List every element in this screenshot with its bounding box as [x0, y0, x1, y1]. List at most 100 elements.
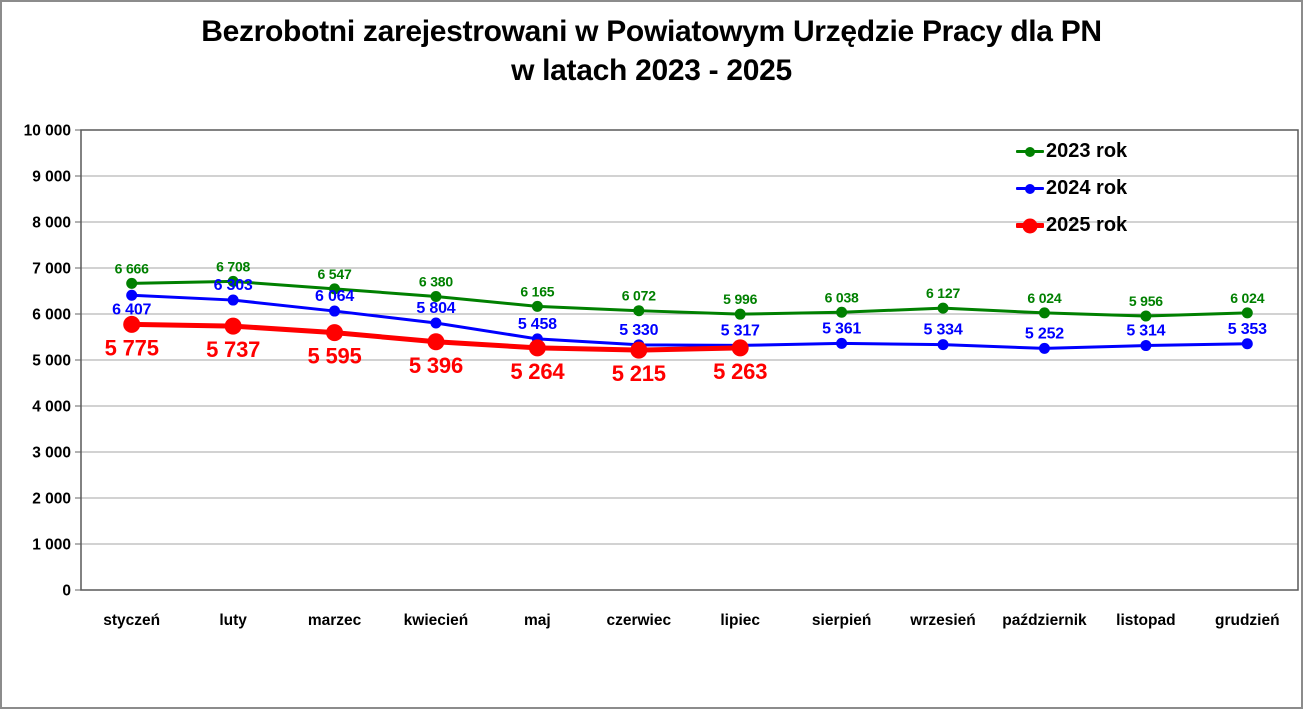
data-label: 6 127: [926, 285, 960, 301]
x-category-label: lipiec: [720, 612, 760, 629]
legend-label: 2024 rok: [1046, 177, 1128, 199]
x-category-label: czerwiec: [606, 612, 671, 629]
data-label: 5 804: [416, 300, 455, 317]
legend: 2023 rok 2024 rok 2025 rok: [1016, 140, 1127, 237]
series-data-labels: 6 666 6 708 6 547 6 380 6 165 6 072 5 996 6 038…: [115, 258, 1265, 309]
data-point: [1038, 342, 1050, 354]
legend-dot-icon: [1025, 146, 1035, 157]
series-2025-rok: [123, 315, 749, 359]
data-point: [1140, 340, 1152, 352]
data-point: [123, 315, 141, 333]
data-point: [427, 333, 445, 351]
data-label: 5 263: [713, 359, 767, 384]
y-tick-label: 2 000: [32, 491, 71, 508]
data-label: 5 737: [206, 337, 260, 362]
data-label: 5 215: [612, 361, 666, 386]
legend-item-2023-rok: 2023 rok: [1016, 140, 1127, 163]
x-axis-labels: styczeń luty marzec kwiecień maj czerwiec lipi…: [103, 612, 1279, 629]
data-point: [531, 300, 543, 312]
data-point: [836, 306, 848, 318]
x-category-label: luty: [219, 612, 247, 629]
legend-line-marker-icon: [1016, 146, 1044, 157]
data-label: 6 024: [1230, 290, 1264, 306]
data-label: 6 038: [825, 289, 859, 305]
y-tick-label: 9 000: [32, 169, 71, 186]
series-data-labels: 5 775 5 737 5 595 5 396 5 264 5 215 5 263: [105, 335, 768, 386]
data-label: 5 396: [409, 353, 463, 378]
data-point: [1241, 338, 1253, 350]
data-point: [633, 305, 645, 317]
y-tick-label: 5 000: [32, 353, 71, 370]
chart-title-line2: w latach 2023 - 2025: [511, 54, 792, 87]
data-point: [430, 291, 442, 303]
data-point: [329, 305, 341, 317]
data-label: 5 458: [518, 316, 557, 333]
series-line: [131, 293, 1248, 350]
y-tick-label: 8 000: [32, 215, 71, 232]
x-category-label: kwiecień: [404, 612, 469, 629]
series-line: [131, 279, 1248, 318]
series-data-labels: 6 407 6 303 6 064 5 804 5 458 5 330 5 317 5 361…: [112, 277, 1267, 342]
data-label: 6 072: [622, 288, 656, 304]
data-label: 5 996: [723, 291, 757, 307]
data-label: 5 956: [1129, 293, 1163, 309]
data-label: 5 361: [822, 320, 861, 337]
chart-title-line1: Bezrobotni zarejestrowani w Powiatowym U…: [201, 15, 1102, 48]
data-point: [1140, 310, 1152, 322]
data-label: 5 330: [619, 322, 658, 339]
data-label: 5 317: [721, 322, 760, 339]
data-label: 5 353: [1228, 321, 1267, 338]
y-tick-label: 0: [62, 583, 71, 600]
data-label: 5 595: [308, 344, 362, 369]
x-category-label: maj: [524, 612, 551, 629]
y-tick-label: 10 000: [24, 123, 71, 140]
legend-item-2025-rok: 2025 rok: [1016, 214, 1127, 237]
data-label: 6 666: [115, 260, 149, 276]
plot-border: [80, 129, 1299, 591]
data-point: [528, 339, 546, 357]
data-label: 6 165: [520, 283, 554, 299]
data-label: 6 380: [419, 274, 453, 290]
data-point: [329, 283, 341, 295]
y-tick-label: 4 000: [32, 399, 71, 416]
data-label: 6 407: [112, 301, 151, 318]
x-category-label: listopad: [1116, 612, 1175, 629]
data-point: [734, 308, 746, 320]
data-label: 6 064: [315, 288, 354, 305]
legend-line-marker-icon: [1016, 183, 1044, 194]
chart-title: Bezrobotni zarejestrowani w Powiatowym U…: [2, 12, 1301, 90]
y-tick-label: 6 000: [32, 307, 71, 324]
data-label: 5 334: [924, 322, 963, 339]
data-point: [1241, 307, 1253, 319]
y-tick-label: 7 000: [32, 261, 71, 278]
gridlines: 0 1 000 2 000 3 000 4 000 5 000 6 000 7 000 8 00…: [24, 123, 1298, 600]
data-point: [227, 275, 239, 287]
data-label: 5 775: [105, 335, 159, 360]
data-point: [731, 339, 749, 357]
y-tick-label: 3 000: [32, 445, 71, 462]
series-2024-rok: [126, 289, 1253, 354]
data-label: 5 314: [1126, 323, 1165, 340]
legend-dot-icon: [1022, 218, 1038, 233]
data-point: [937, 302, 949, 314]
x-category-label: sierpień: [812, 612, 871, 629]
data-point: [326, 324, 344, 342]
data-point: [227, 294, 239, 306]
legend-label: 2025 rok: [1046, 214, 1128, 236]
data-point: [937, 339, 949, 351]
data-label: 6 547: [318, 266, 352, 282]
data-point: [430, 317, 442, 329]
data-point: [126, 277, 138, 289]
data-point: [224, 317, 242, 335]
x-category-label: wrzesień: [909, 612, 975, 629]
data-point: [1038, 307, 1050, 319]
legend-label: 2023 rok: [1046, 140, 1128, 162]
data-point: [836, 337, 848, 349]
x-category-label: marzec: [308, 612, 362, 629]
legend-item-2024-rok: 2024 rok: [1016, 177, 1127, 200]
x-category-label: październik: [1002, 612, 1087, 629]
series-2023-rok: [126, 275, 1253, 322]
y-tick-label: 1 000: [32, 537, 71, 554]
